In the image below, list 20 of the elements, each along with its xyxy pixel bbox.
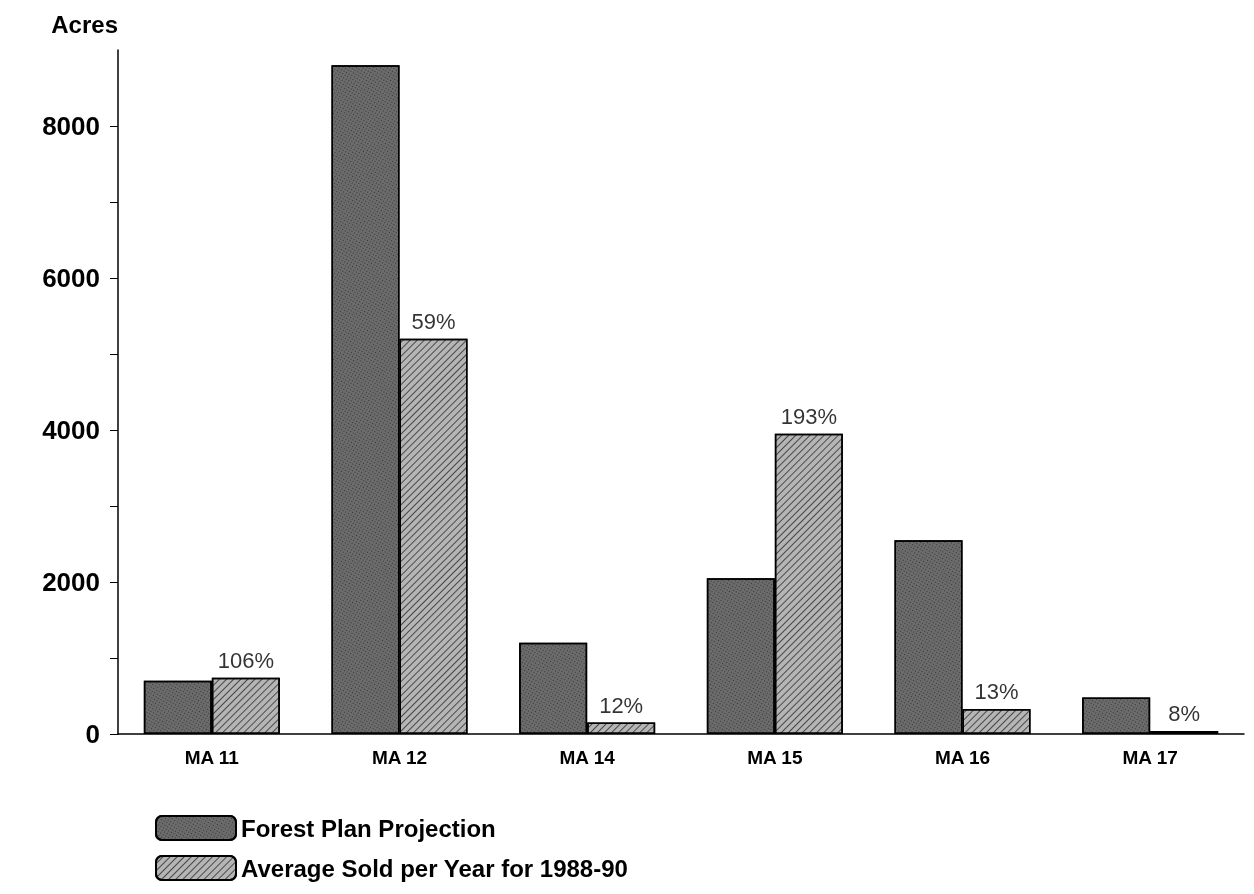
x-tick-label: MA 16 [934,747,991,768]
y-tick-label: 6000 [42,263,100,293]
y-tick-label: 0 [85,719,100,749]
x-tick-label: MA 15 [747,747,803,768]
y-tick-label: 2000 [42,567,100,597]
annotation: 13% [974,679,1019,705]
y-tick-label: 4000 [42,415,100,445]
annotation: 12% [599,693,644,719]
y-axis-title: Acres [51,10,118,38]
y-tick-label: 8000 [42,111,100,141]
x-tick-label: MA 12 [371,747,428,768]
annotation: 193% [780,404,837,430]
legend-label: Forest Plan Projection [241,814,496,842]
x-tick-label: MA 11 [184,747,240,768]
legend-label: Average Sold per Year for 1988-90 [241,854,628,882]
annotation: 106% [217,648,274,674]
x-tick-label: MA 14 [559,747,616,768]
annotation: 8% [1168,701,1201,727]
x-tick-label: MA 17 [1122,747,1178,768]
annotation: 59% [411,309,456,335]
